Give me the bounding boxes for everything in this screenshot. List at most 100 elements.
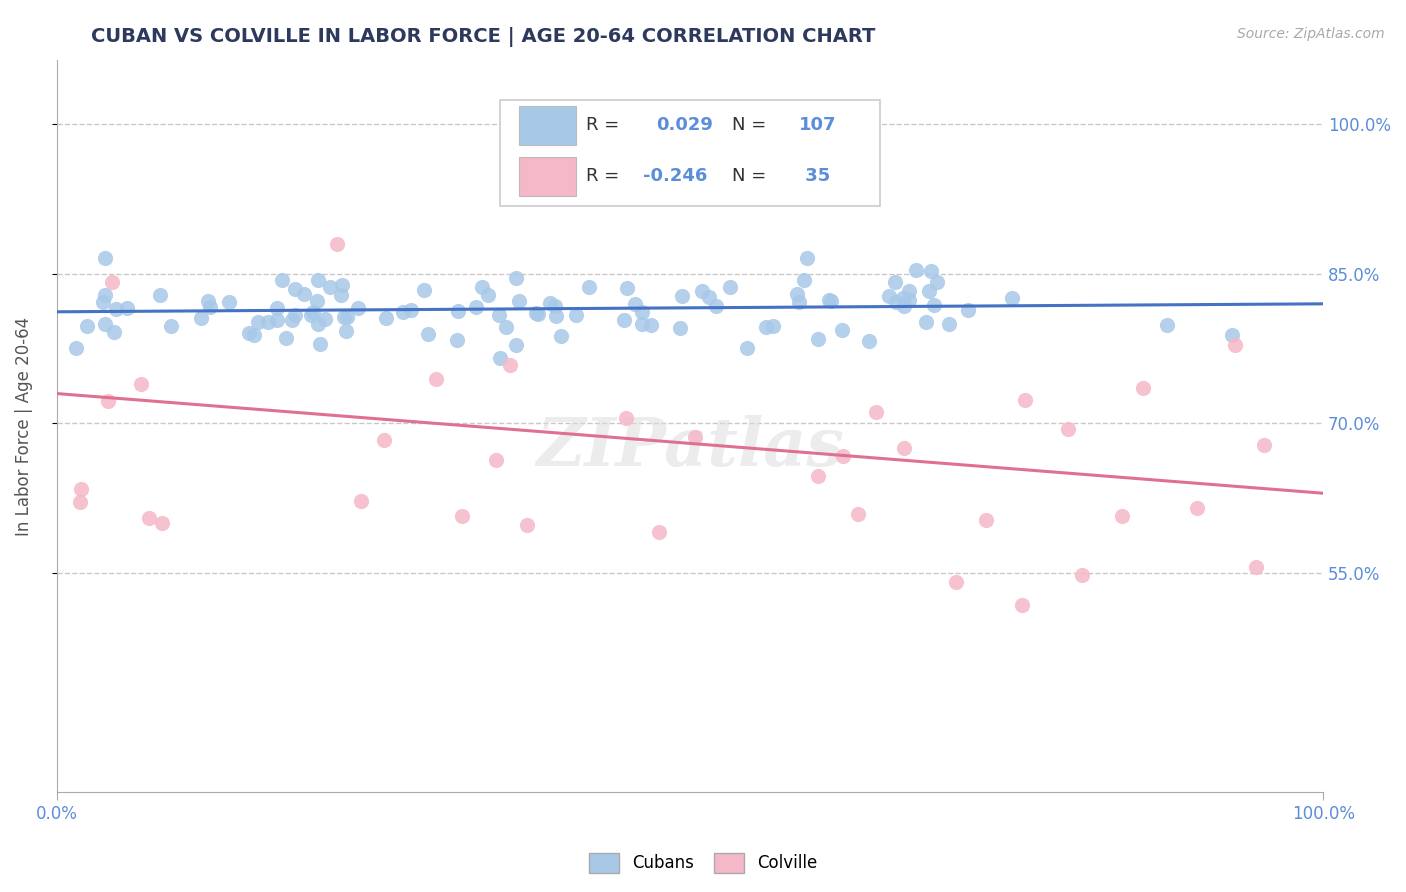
Text: N =: N = [731,168,772,186]
Point [787,295,810,310]
Point [1185,500,1208,515]
Point [820,294,842,309]
Text: 107: 107 [799,117,837,135]
Point [307,273,329,287]
Point [446,333,468,347]
Point [945,575,967,590]
Point [1220,327,1243,342]
Point [1225,338,1247,352]
Point [865,405,887,419]
Point [1014,392,1036,407]
Point [526,305,548,319]
Point [488,308,510,322]
Point [391,305,413,319]
Point [336,310,359,324]
Point [922,298,945,312]
Point [247,315,270,329]
Point [538,296,561,310]
Point [69,495,91,509]
Point [893,299,915,313]
Point [309,336,332,351]
Point [683,430,706,444]
Point [238,326,260,340]
Point [976,512,998,526]
Text: -0.246: -0.246 [643,168,707,186]
Point [103,325,125,339]
Point [495,320,517,334]
Point [450,509,472,524]
Point [915,315,938,329]
Point [307,317,329,331]
Point [425,372,447,386]
Point [307,293,329,308]
Point [624,296,647,310]
Point [129,376,152,391]
Point [266,313,288,327]
Point [858,334,880,348]
Point [330,278,353,293]
Point [1111,508,1133,523]
Point [149,288,172,302]
Point [505,338,527,352]
Point [319,280,342,294]
Point [508,293,530,308]
Point [1011,598,1033,612]
Point [284,308,307,322]
Point [550,328,572,343]
Point [91,295,114,310]
Point [299,308,322,322]
Point [413,283,436,297]
Point [93,251,115,265]
Text: R =: R = [586,168,626,186]
Point [281,312,304,326]
Point [347,301,370,315]
Point [333,310,356,325]
Point [648,524,671,539]
Point [65,342,87,356]
Point [613,312,636,326]
Point [326,236,349,251]
Point [516,517,538,532]
Point [302,305,325,319]
Point [904,263,927,277]
Point [884,275,907,289]
Point [243,327,266,342]
Point [614,411,637,425]
Point [920,264,942,278]
Point [616,281,638,295]
Point [292,286,315,301]
Point [938,317,960,331]
Point [197,293,219,308]
Point [897,293,920,307]
Y-axis label: In Labor Force | Age 20-64: In Labor Force | Age 20-64 [15,317,32,535]
Point [101,275,124,289]
Point [489,351,512,365]
Text: ZIPatlas: ZIPatlas [536,416,844,481]
Point [925,275,948,289]
Point [218,294,240,309]
Point [477,288,499,302]
Point [806,468,828,483]
Text: 0.029: 0.029 [655,117,713,135]
Point [796,251,818,265]
Point [375,310,398,325]
Point [190,310,212,325]
Point [831,323,853,337]
Point [350,494,373,508]
Point [335,324,357,338]
Text: N =: N = [731,117,772,135]
FancyBboxPatch shape [519,157,576,195]
Text: CUBAN VS COLVILLE IN LABOR FORCE | AGE 20-64 CORRELATION CHART: CUBAN VS COLVILLE IN LABOR FORCE | AGE 2… [91,27,876,46]
Point [706,299,728,313]
Point [692,284,714,298]
Point [256,315,278,329]
Point [891,291,914,305]
Point [416,326,439,341]
Point [893,441,915,455]
Point [274,331,297,345]
Point [818,293,841,308]
FancyBboxPatch shape [519,106,576,145]
Point [807,332,830,346]
Point [373,433,395,447]
Point [150,516,173,530]
